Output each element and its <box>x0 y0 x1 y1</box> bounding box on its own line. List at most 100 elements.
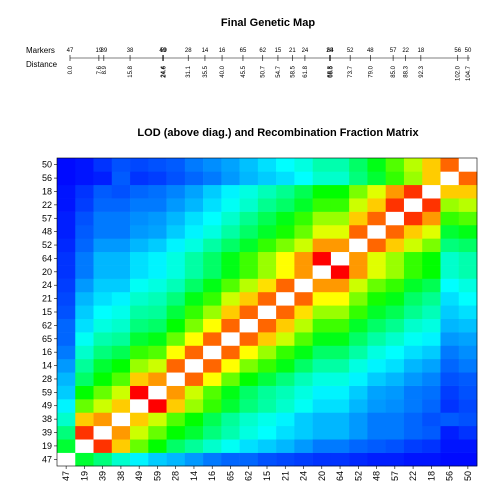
heatmap-cell <box>459 439 478 453</box>
heatmap-cell <box>185 171 204 185</box>
heatmap-cell <box>294 399 313 413</box>
heatmap-cell <box>404 439 423 453</box>
heatmap-cell <box>148 225 167 239</box>
heatmap-y-label: 28 <box>42 374 52 384</box>
map-marker-label: 62 <box>259 48 266 54</box>
heatmap-cell <box>221 279 240 293</box>
heatmap-cell <box>331 439 350 453</box>
heatmap-cell <box>258 386 277 400</box>
heatmap-cell <box>130 319 149 333</box>
heatmap-cell <box>367 426 386 440</box>
heatmap-cell <box>313 158 332 172</box>
heatmap-diagonal-cell <box>459 158 478 172</box>
heatmap-cell <box>258 399 277 413</box>
heatmap-cell <box>331 265 350 279</box>
heatmap-cell <box>258 279 277 293</box>
heatmap-cell <box>221 185 240 199</box>
heatmap-cell <box>349 359 368 373</box>
heatmap-cell <box>221 319 240 333</box>
heatmap-cell <box>258 238 277 252</box>
heatmap-cell <box>313 453 332 467</box>
heatmap-cell <box>57 198 76 212</box>
genetic-map-panel: Final Genetic Map Markers Distance 47 0.0… <box>26 17 472 81</box>
heatmap-cell <box>94 332 113 346</box>
map-distance-label: 92.3 <box>419 65 425 77</box>
map-marks: 47 0.0 19 7.6 39 8.9 38 15.8 49 24.4 59 24.6 28 31.1 1… <box>67 48 472 81</box>
heatmap-cell <box>185 453 204 467</box>
heatmap-cell <box>404 292 423 306</box>
heatmap-cell <box>240 292 259 306</box>
heatmap-cell <box>148 412 167 426</box>
heatmap-cell <box>367 252 386 266</box>
heatmap-y-label: 57 <box>42 213 52 223</box>
heatmap-cell <box>221 265 240 279</box>
heatmap-cell <box>258 198 277 212</box>
map-distance-label: 40.0 <box>220 65 226 77</box>
heatmap-cell <box>440 252 459 266</box>
heatmap-cell <box>386 345 405 359</box>
heatmap-cell <box>294 212 313 226</box>
heatmap-x-label: 19 <box>79 471 89 481</box>
heatmap-diagonal-cell <box>240 319 259 333</box>
heatmap-cell <box>112 305 131 319</box>
heatmap-cell <box>386 439 405 453</box>
heatmap-cell <box>349 252 368 266</box>
heatmap-diagonal-cell <box>331 252 350 266</box>
heatmap-cell <box>94 158 113 172</box>
heatmap-x-label: 21 <box>280 471 290 481</box>
heatmap-cell <box>258 453 277 467</box>
heatmap-cell <box>294 185 313 199</box>
heatmap-cell <box>112 198 131 212</box>
heatmap-cell <box>367 345 386 359</box>
heatmap-cell <box>386 265 405 279</box>
heatmap-cell <box>240 252 259 266</box>
heatmap-cell <box>57 332 76 346</box>
heatmap-cell <box>148 171 167 185</box>
heatmap-cell <box>294 345 313 359</box>
heatmap-cell <box>386 305 405 319</box>
heatmap-cell <box>459 292 478 306</box>
heatmap-x-label: 20 <box>317 471 327 481</box>
heatmap-y-label: 15 <box>42 307 52 317</box>
heatmap-cell <box>185 439 204 453</box>
heatmap-cell <box>440 238 459 252</box>
heatmap-cell <box>276 345 295 359</box>
heatmap-cell <box>130 185 149 199</box>
heatmap-cell <box>313 412 332 426</box>
heatmap-cell <box>386 185 405 199</box>
heatmap-y-label: 38 <box>42 414 52 424</box>
heatmap-cell <box>221 399 240 413</box>
heatmap-diagonal-cell <box>112 412 131 426</box>
map-title: Final Genetic Map <box>221 17 315 29</box>
heatmap-cell <box>240 171 259 185</box>
heatmap-cell <box>203 158 222 172</box>
heatmap-cell <box>112 265 131 279</box>
heatmap-y-label: 19 <box>42 441 52 451</box>
heatmap-x-label: 22 <box>408 471 418 481</box>
heatmap-cell <box>276 319 295 333</box>
heatmap-cell <box>112 238 131 252</box>
heatmap-cell <box>258 158 277 172</box>
heatmap-cell <box>313 292 332 306</box>
heatmap-cell <box>240 238 259 252</box>
heatmap-cell <box>185 238 204 252</box>
heatmap-cell <box>349 305 368 319</box>
heatmap-cell <box>404 372 423 386</box>
heatmap-cell <box>404 265 423 279</box>
heatmap-x-label: 18 <box>426 471 436 481</box>
heatmap-cell <box>112 185 131 199</box>
heatmap-cell <box>203 332 222 346</box>
map-distance-label: 45.5 <box>241 65 247 77</box>
heatmap-cell <box>386 198 405 212</box>
heatmap-cell <box>440 279 459 293</box>
heatmap-cell <box>94 453 113 467</box>
heatmap-cell <box>331 453 350 467</box>
heatmap-cell <box>148 185 167 199</box>
heatmap-y-label: 14 <box>42 361 52 371</box>
heatmap-cell <box>349 212 368 226</box>
heatmap-cell <box>440 386 459 400</box>
heatmap-cell <box>240 359 259 373</box>
map-distance-label: 54.7 <box>276 65 282 77</box>
heatmap-cell <box>185 292 204 306</box>
heatmap-cell <box>440 372 459 386</box>
